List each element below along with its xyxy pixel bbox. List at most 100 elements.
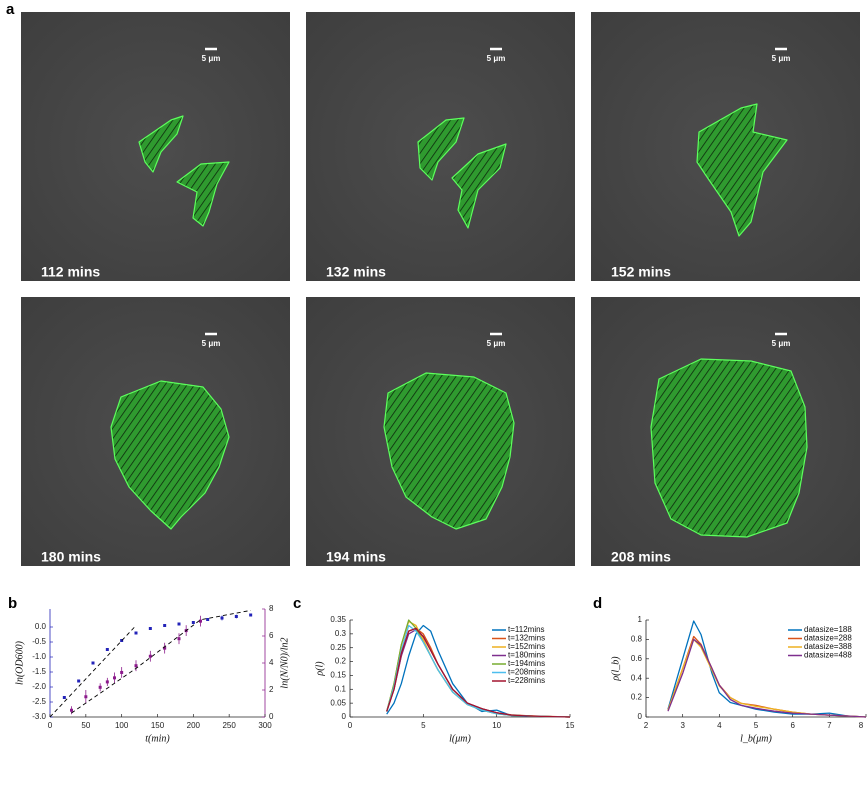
y-axis-label: ρ(l_b) <box>610 656 621 682</box>
y2-axis-label: ln(N/N0)/ln2 <box>279 637 290 688</box>
point <box>113 676 116 680</box>
scale-bar-label: 5 μm <box>487 339 506 348</box>
point <box>148 654 152 658</box>
point <box>234 615 238 618</box>
point <box>249 613 253 617</box>
x-tick-label: 150 <box>151 721 165 730</box>
point <box>98 685 102 689</box>
y-tick-label: 0 <box>342 712 347 721</box>
x-tick-label: 15 <box>566 721 575 730</box>
y2-tick-label: 0 <box>269 712 274 721</box>
x-tick-label: 10 <box>492 721 501 730</box>
y-tick-label: 0 <box>638 712 643 721</box>
x-tick-label: 0 <box>348 721 353 730</box>
x-tick-label: 2 <box>644 721 649 730</box>
y-tick-label: 0.2 <box>631 693 643 702</box>
panel-label: a <box>6 1 15 18</box>
legend-label: t=228mins <box>508 676 545 685</box>
micrograph: 5 μm 132 mins <box>306 12 575 281</box>
y-tick-label: 0.05 <box>330 698 346 707</box>
legend-label: t=112mins <box>508 625 545 634</box>
x-tick-label: 4 <box>717 721 722 730</box>
x-tick-label: 8 <box>859 721 864 730</box>
point <box>199 619 202 623</box>
colony <box>696 103 788 237</box>
image-label: 152 mins <box>611 264 671 280</box>
colony <box>138 115 184 173</box>
y-axis-label: ln(OD600) <box>14 640 25 685</box>
panel-label: d <box>593 595 602 612</box>
image-label: 112 mins <box>41 264 100 280</box>
micrograph: 5 μm 180 mins <box>21 297 290 566</box>
scale-bar-label: 5 μm <box>202 54 221 63</box>
colony <box>383 372 515 530</box>
micrograph: 5 μm 152 mins <box>591 12 860 281</box>
x-tick-label: 5 <box>754 721 759 730</box>
point <box>177 637 181 641</box>
y-tick-label: 0.3 <box>335 629 347 638</box>
line <box>667 638 867 718</box>
x-tick-label: 7 <box>827 721 832 730</box>
point <box>105 648 109 651</box>
legend-label: t=152mins <box>508 642 545 651</box>
colony <box>451 143 507 229</box>
legend-label: datasize=388 <box>804 642 852 651</box>
x-tick-label: 300 <box>258 721 272 730</box>
y-tick-label: -1.0 <box>32 652 46 661</box>
y-tick-label: -1.5 <box>32 667 46 676</box>
legend-label: datasize=288 <box>804 634 852 643</box>
x-tick-label: 0 <box>48 721 53 730</box>
x-tick-label: 50 <box>81 721 90 730</box>
y-tick-label: -2.5 <box>32 697 46 706</box>
colony <box>650 358 808 538</box>
colony <box>110 380 230 530</box>
y-tick-label: -2.0 <box>32 682 46 691</box>
x-axis-label: t(min) <box>145 733 170 744</box>
y-axis-label: ρ(l) <box>314 661 325 677</box>
scale-bar-label: 5 μm <box>772 54 791 63</box>
y-tick-label: 0.25 <box>330 643 346 652</box>
line <box>386 627 571 718</box>
point <box>70 708 73 712</box>
legend-label: t=208mins <box>508 668 545 677</box>
y-tick-label: -0.5 <box>32 637 46 646</box>
colony <box>417 117 465 181</box>
y-tick-label: -3.0 <box>32 712 46 721</box>
scale-bar-label: 5 μm <box>202 339 221 348</box>
point <box>120 670 124 674</box>
legend-label: t=132mins <box>508 634 545 643</box>
x-tick-label: 3 <box>680 721 685 730</box>
point <box>91 661 95 665</box>
scale-bar-label: 5 μm <box>772 339 791 348</box>
y-tick-label: 0.0 <box>35 622 47 631</box>
point <box>134 631 138 635</box>
point <box>105 680 109 684</box>
x-tick-label: 6 <box>790 721 795 730</box>
legend-label: datasize=488 <box>804 651 852 660</box>
x-axis-label: l(μm) <box>449 733 471 744</box>
legend-label: t=180mins <box>508 651 545 660</box>
image-label: 208 mins <box>611 549 671 565</box>
x-tick-label: 100 <box>115 721 129 730</box>
x-tick-label: 250 <box>222 721 236 730</box>
y2-tick-label: 4 <box>269 658 274 667</box>
y2-tick-label: 2 <box>269 685 274 694</box>
point <box>134 664 138 668</box>
point <box>62 696 66 699</box>
point <box>148 627 152 630</box>
line <box>71 609 251 714</box>
legend-label: t=194mins <box>508 659 545 668</box>
micrograph: 5 μm 194 mins <box>306 297 575 566</box>
x-tick-label: 5 <box>421 721 426 730</box>
y-tick-label: 0.4 <box>631 673 643 682</box>
image-label: 132 mins <box>326 264 386 280</box>
y-tick-label: 0.8 <box>631 635 643 644</box>
y-tick-label: 0.2 <box>335 657 347 666</box>
micrograph: 5 μm 112 mins <box>21 12 290 281</box>
y-tick-label: 0.35 <box>330 615 346 624</box>
panel-label: b <box>8 595 17 612</box>
point <box>220 616 224 620</box>
y-tick-label: 0.1 <box>335 684 347 693</box>
panel-label: c <box>293 595 301 612</box>
